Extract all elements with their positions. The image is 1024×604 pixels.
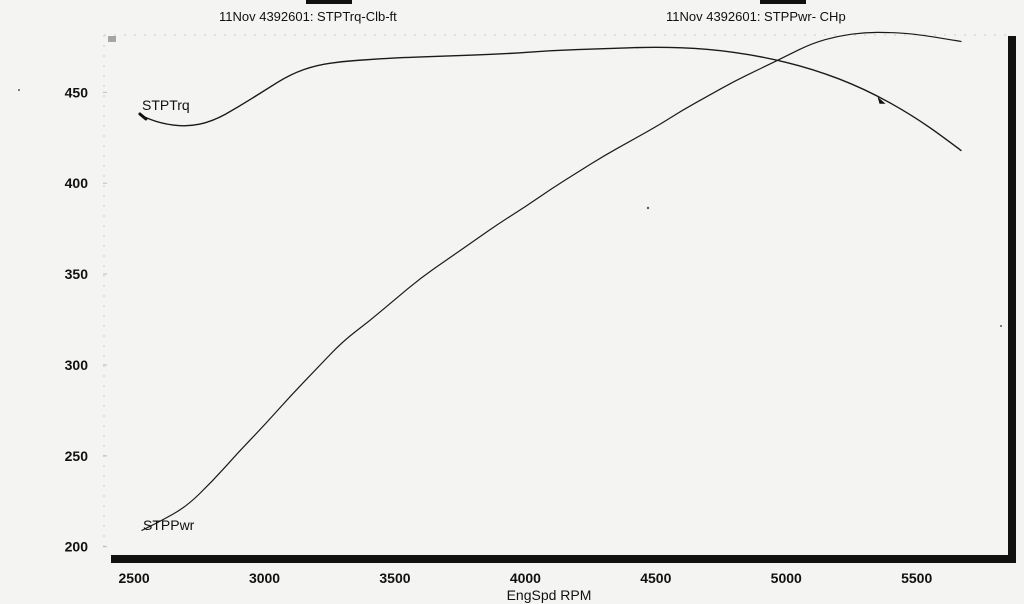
series-lines: [138, 31, 962, 531]
x-axis-label: EngSpd RPM: [507, 587, 592, 603]
series-label-stptrq: STPTrq: [142, 97, 190, 113]
plot-frame: [103, 34, 1016, 563]
legend-power-label: 11Nov 4392601: STPPwr- CHp: [666, 9, 846, 24]
series-line-stppwr: [141, 31, 962, 531]
y-tick-label: 400: [65, 175, 89, 191]
y-axis-ticks: 200 250 300 350 400 450: [65, 84, 107, 555]
legend-swatch-torque: [306, 0, 352, 4]
frame-top-left-mark: [108, 36, 116, 42]
y-tick-label: 450: [65, 84, 89, 100]
x-tick-label: 4500: [640, 570, 671, 586]
torque-arrow-mark: [877, 96, 886, 104]
x-tick-label: 5500: [901, 570, 932, 586]
speck: [1000, 325, 1002, 327]
legend: 11Nov 4392601: STPTrq-Clb-ft 11Nov 43926…: [219, 0, 846, 24]
y-tick-label: 200: [65, 539, 89, 555]
y-tick-label: 300: [65, 357, 89, 373]
series-labels: STPTrq STPPwr: [142, 97, 195, 533]
right-axis-bar: [1008, 36, 1016, 556]
bottom-axis-bar: [111, 555, 1016, 563]
x-axis-ticks: 2500 3000 3500 4000 4500 5000 5500: [119, 570, 933, 586]
x-tick-label: 4000: [510, 570, 541, 586]
legend-swatch-power: [760, 0, 806, 4]
x-tick-label: 5000: [771, 570, 802, 586]
y-tick-label: 250: [65, 448, 89, 464]
series-line-stptrq: [141, 46, 962, 152]
legend-torque-label: 11Nov 4392601: STPTrq-Clb-ft: [219, 9, 397, 24]
speck: [646, 206, 650, 210]
speck: [18, 89, 20, 91]
series-label-stppwr: STPPwr: [143, 517, 195, 533]
y-tick-label: 350: [65, 266, 89, 282]
torque-start-mark: [138, 112, 148, 121]
scan-specks: [18, 89, 1002, 327]
x-tick-label: 3000: [249, 570, 280, 586]
x-tick-label: 2500: [119, 570, 150, 586]
x-tick-label: 3500: [379, 570, 410, 586]
